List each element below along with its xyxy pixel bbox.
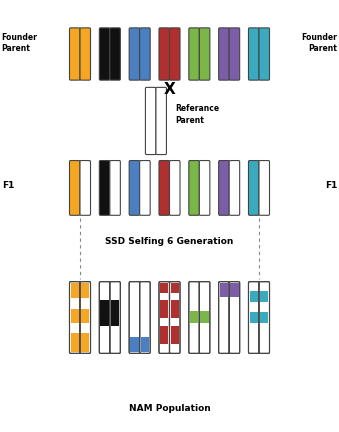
FancyBboxPatch shape [219,161,229,215]
FancyBboxPatch shape [129,28,140,80]
Text: $\mathbf{X}$: $\mathbf{X}$ [163,80,176,97]
FancyBboxPatch shape [140,282,150,353]
Bar [200,311,209,323]
FancyBboxPatch shape [189,161,199,215]
Bar [160,283,168,293]
FancyBboxPatch shape [170,282,180,353]
Bar [171,326,179,344]
FancyBboxPatch shape [189,28,199,80]
Bar [250,312,258,323]
Bar [81,283,89,298]
Text: Founder
Parent: Founder Parent [2,33,38,53]
FancyBboxPatch shape [199,28,210,80]
FancyBboxPatch shape [80,161,91,215]
Text: SSD Selfing 6 Generation: SSD Selfing 6 Generation [105,238,234,246]
FancyBboxPatch shape [69,161,80,215]
Bar [260,312,268,323]
FancyBboxPatch shape [199,282,210,353]
FancyBboxPatch shape [199,161,210,215]
FancyBboxPatch shape [140,28,150,80]
FancyBboxPatch shape [156,87,166,155]
Bar [171,300,179,318]
FancyBboxPatch shape [189,282,199,353]
FancyBboxPatch shape [219,28,229,80]
FancyBboxPatch shape [259,28,270,80]
Bar [220,283,228,297]
FancyBboxPatch shape [110,28,120,80]
FancyBboxPatch shape [140,161,150,215]
Bar [130,337,139,352]
Bar [260,291,268,302]
Bar [141,337,149,352]
Bar [230,283,239,297]
Bar [81,309,89,323]
FancyBboxPatch shape [129,282,140,353]
FancyBboxPatch shape [229,28,240,80]
FancyBboxPatch shape [259,161,270,215]
Bar [100,312,109,326]
FancyBboxPatch shape [229,161,240,215]
Bar [171,283,179,293]
Bar [71,333,79,352]
FancyBboxPatch shape [248,161,259,215]
FancyBboxPatch shape [159,282,170,353]
FancyBboxPatch shape [229,282,240,353]
Bar [160,326,168,344]
FancyBboxPatch shape [259,282,270,353]
Bar [250,291,258,302]
FancyBboxPatch shape [69,28,80,80]
FancyBboxPatch shape [248,282,259,353]
FancyBboxPatch shape [99,161,110,215]
Bar [111,312,119,326]
Text: F1: F1 [325,181,337,190]
FancyBboxPatch shape [110,161,120,215]
FancyBboxPatch shape [248,28,259,80]
Text: Founder
Parent: Founder Parent [301,33,337,53]
FancyBboxPatch shape [170,28,180,80]
FancyBboxPatch shape [159,28,170,80]
Bar [71,309,79,323]
FancyBboxPatch shape [99,28,110,80]
Bar [160,300,168,318]
Bar [71,283,79,298]
FancyBboxPatch shape [170,161,180,215]
FancyBboxPatch shape [110,282,120,353]
FancyBboxPatch shape [159,161,170,215]
FancyBboxPatch shape [80,28,91,80]
Text: F1: F1 [2,181,14,190]
Bar [111,300,119,312]
FancyBboxPatch shape [99,282,110,353]
Text: Referance
Parent: Referance Parent [175,105,219,124]
Bar [100,300,109,312]
FancyBboxPatch shape [69,282,80,353]
FancyBboxPatch shape [145,87,156,155]
Text: NAM Population: NAM Population [128,404,211,413]
FancyBboxPatch shape [80,282,91,353]
Bar [81,333,89,352]
FancyBboxPatch shape [219,282,229,353]
Bar [190,311,198,323]
FancyBboxPatch shape [129,161,140,215]
